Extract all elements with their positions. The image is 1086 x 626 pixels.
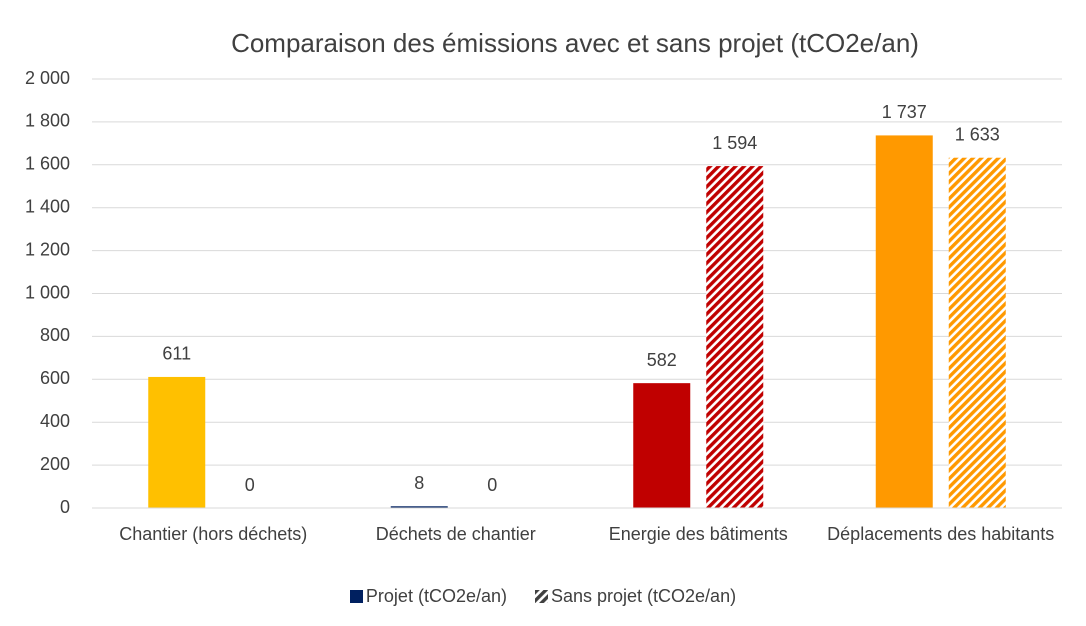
data-label: 582 [647,350,677,370]
y-tick-label: 400 [40,411,70,431]
legend-item: Projet (tCO2e/an) [349,586,507,606]
y-tick-label: 200 [40,454,70,474]
data-label: 1 594 [712,133,757,153]
data-label: 1 633 [955,124,1000,144]
legend-label: Projet (tCO2e/an) [365,586,507,606]
bar [948,157,1006,508]
bar [148,376,206,508]
bar [875,135,933,508]
legend-item: Sans projet (tCO2e/an) [534,586,737,606]
bar [706,166,764,508]
y-tick-label: 1 400 [25,196,70,216]
y-tick-label: 1 000 [25,282,70,302]
y-tick-label: 1 200 [25,239,70,259]
x-tick-label: Déplacements des habitants [827,524,1055,544]
y-tick-label: 1 600 [25,154,70,174]
chart-title: Comparaison des émissions avec et sans p… [231,28,919,58]
legend-label: Sans projet (tCO2e/an) [550,586,737,606]
data-label: 8 [414,473,424,493]
y-tick-label: 600 [40,368,70,388]
data-label: 0 [487,475,497,495]
bar [390,506,448,508]
x-tick-label: Energie des bâtiments [608,524,788,544]
data-label: 0 [245,475,255,495]
x-tick-label: Déchets de chantier [375,524,536,544]
x-tick-label: Chantier (hors déchets) [119,524,308,544]
y-tick-label: 1 800 [25,111,70,131]
y-tick-label: 2 000 [25,68,70,88]
legend-swatch-rect [534,590,548,603]
legend-swatch-rect [349,590,363,603]
legend: Projet (tCO2e/an) Sans projet (tCO2e/an) [0,586,1086,607]
data-label: 611 [162,344,191,364]
legend-swatch [349,590,363,603]
y-tick-label: 0 [60,497,70,517]
bar [633,383,691,508]
legend-swatch [534,590,548,603]
data-label: 1 737 [882,102,927,122]
y-tick-label: 800 [40,325,70,345]
